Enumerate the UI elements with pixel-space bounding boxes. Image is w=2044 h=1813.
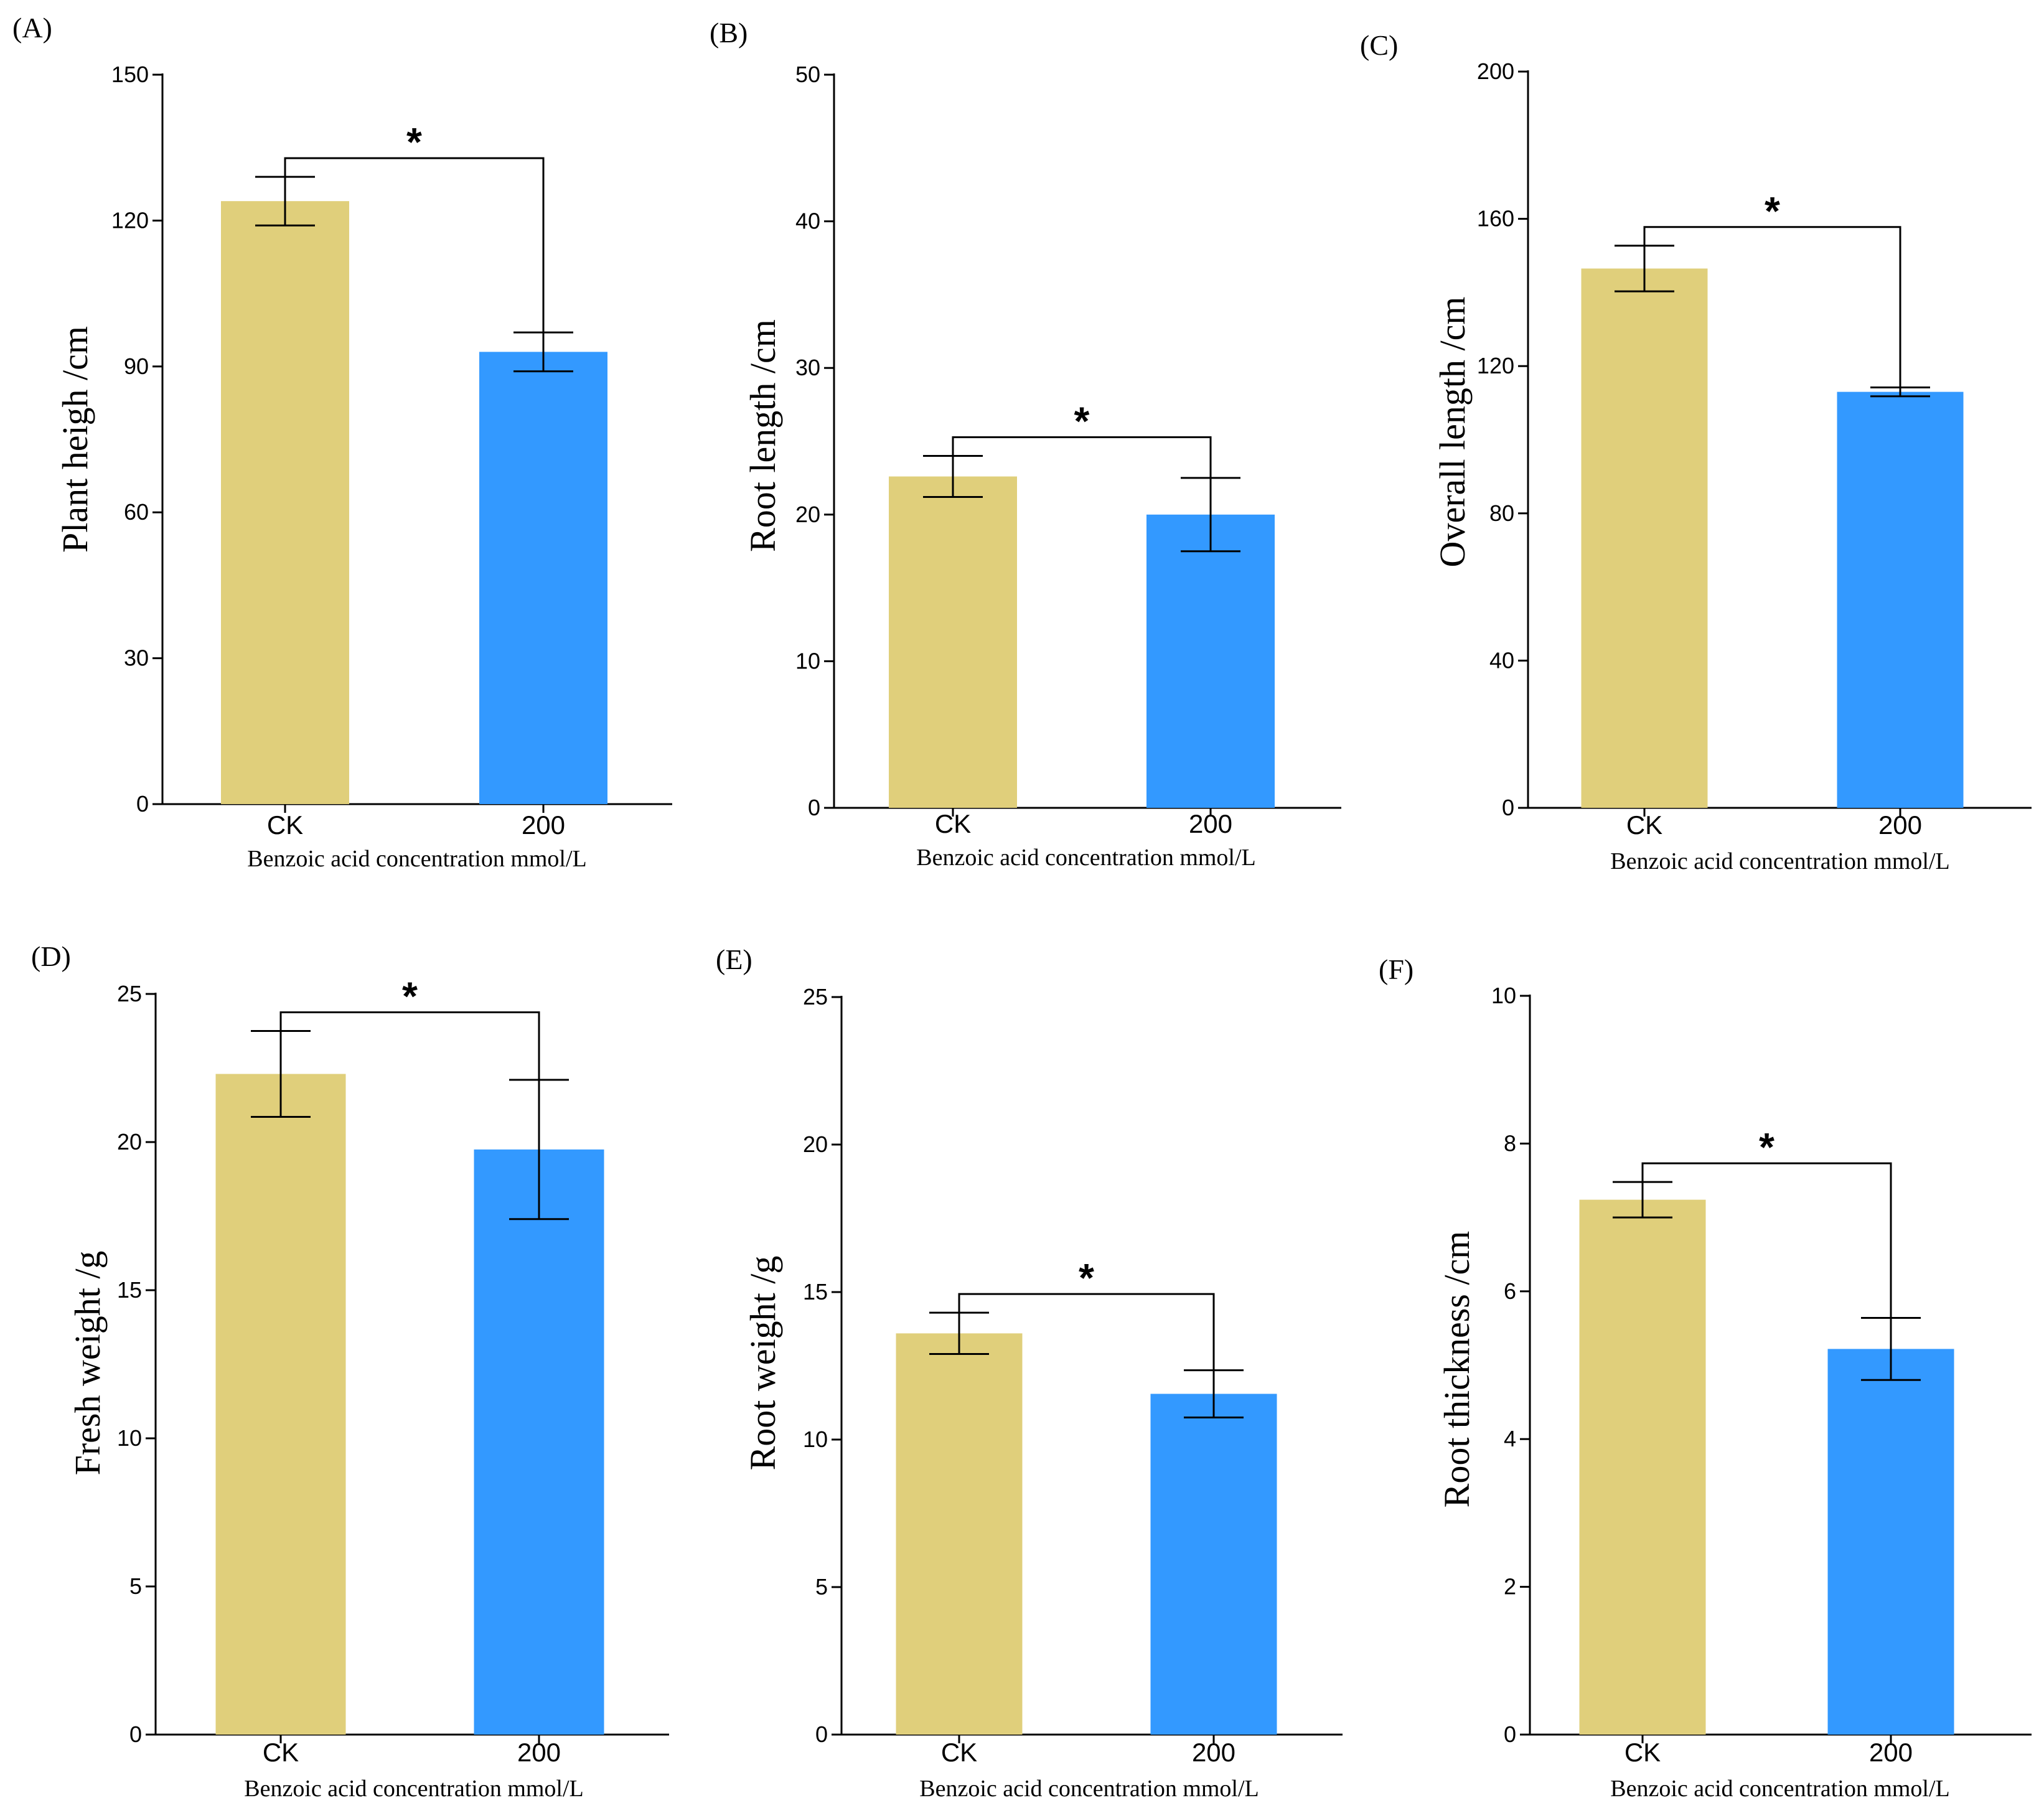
chart-panel-d: (D) 0 5 10 15 20 25 CK 200 * Benzoic acid concentr…: [31, 940, 669, 1802]
panel-label: (D): [31, 940, 71, 972]
y-axis-title: Root length /cm: [743, 319, 783, 552]
y-tick-label: 90: [124, 354, 149, 379]
y-tick-label: 10: [795, 648, 820, 673]
chart-panel-b: (B) 0 10 20 30 40 50 CK 200 * Benzoic acid concent…: [710, 17, 1341, 871]
x-tick-label: 200: [1878, 810, 1922, 840]
y-tick-label: 15: [117, 1277, 142, 1303]
x-axis-title: Benzoic acid concentration mmol/L: [919, 1776, 1259, 1802]
x-tick-label: CK: [263, 1738, 299, 1767]
y-tick-label: 10: [1491, 983, 1516, 1008]
x-tick-label: 200: [1869, 1738, 1913, 1767]
bar-ck: [889, 476, 1017, 808]
y-tick-label: 20: [795, 502, 820, 527]
y-tick-label: 2: [1504, 1574, 1516, 1600]
y-tick-label: 50: [795, 62, 820, 87]
x-axis-title: Benzoic acid concentration mmol/L: [916, 845, 1256, 871]
panel-label: (E): [716, 944, 752, 975]
y-tick-label: 20: [117, 1129, 142, 1155]
significance-bracket: [279, 1011, 540, 1080]
bar-200: [1827, 1349, 1954, 1735]
x-tick-label: CK: [941, 1738, 977, 1767]
y-tick-label: 40: [795, 208, 820, 234]
x-axis-title: Benzoic acid concentration mmol/L: [244, 1776, 584, 1802]
bar-ck: [1579, 1199, 1706, 1735]
significance-star: *: [1765, 189, 1780, 233]
y-tick-label: 0: [815, 1722, 828, 1747]
bar-200: [474, 1149, 604, 1735]
y-tick-label: 0: [808, 795, 820, 820]
significance-bracket: [1643, 226, 1901, 388]
chart-panel-e: (E) 0 5 10 15 20 25 CK 200 * Benzoic acid concentr…: [716, 944, 1343, 1802]
y-tick-label: 80: [1489, 500, 1514, 526]
bar-200: [1150, 1394, 1277, 1735]
significance-star: *: [402, 974, 418, 1019]
significance-star: *: [406, 119, 422, 164]
significance-bracket: [284, 157, 545, 333]
y-axis-title: Fresh weight /g: [67, 1251, 108, 1476]
significance-bracket: [958, 1293, 1215, 1370]
y-tick-label: 5: [129, 1573, 142, 1599]
x-tick-label: CK: [935, 809, 971, 838]
y-tick-label: 10: [117, 1425, 142, 1451]
y-tick-label: 6: [1504, 1278, 1516, 1304]
x-tick-label: CK: [1626, 810, 1662, 840]
panel-label: (A): [12, 12, 52, 44]
y-tick-label: 15: [803, 1279, 828, 1305]
x-tick-label: 200: [517, 1738, 561, 1767]
y-axis-title: Overall length /cm: [1432, 297, 1473, 568]
panel-label: (F): [1379, 953, 1413, 985]
y-tick-label: 25: [803, 984, 828, 1010]
bar-200: [1146, 514, 1275, 808]
x-tick-label: 200: [1189, 809, 1232, 838]
panel-label: (C): [1360, 29, 1398, 61]
y-axis-title: Root weight /g: [743, 1256, 783, 1471]
y-tick-label: 30: [795, 355, 820, 380]
significance-star: *: [1074, 399, 1090, 444]
y-tick-label: 10: [803, 1427, 828, 1452]
x-axis-title: Benzoic acid concentration mmol/L: [1610, 848, 1950, 874]
y-tick-label: 0: [1504, 1722, 1516, 1747]
x-tick-label: CK: [267, 810, 303, 840]
y-tick-label: 4: [1504, 1426, 1516, 1451]
y-tick-label: 60: [124, 499, 149, 525]
y-tick-label: 120: [1477, 353, 1514, 378]
panel-label: (B): [710, 17, 748, 49]
x-axis-title: Benzoic acid concentration mmol/L: [247, 846, 587, 872]
y-tick-label: 120: [111, 207, 149, 233]
y-tick-label: 8: [1504, 1130, 1516, 1156]
bar-ck: [1581, 268, 1708, 808]
y-tick-label: 150: [111, 62, 149, 87]
y-tick-label: 5: [815, 1574, 828, 1600]
y-axis-title: Plant heigh /cm: [55, 326, 95, 553]
y-tick-label: 25: [117, 981, 142, 1006]
bar-ck: [221, 201, 349, 804]
x-axis-title: Benzoic acid concentration mmol/L: [1610, 1776, 1950, 1802]
y-tick-label: 30: [124, 645, 149, 671]
chart-panel-f: (F) 0 2 4 6 8 10 CK 200 * Benzoic acid concentrati…: [1379, 953, 2032, 1802]
chart-panel-a: (A) 0 30 60 90 120 150 CK 200 * Benzoic acid conce…: [12, 12, 672, 872]
y-axis-title: Root thickness /cm: [1437, 1231, 1477, 1508]
y-tick-label: 0: [136, 791, 149, 817]
x-tick-label: CK: [1624, 1738, 1661, 1767]
y-tick-label: 160: [1477, 206, 1514, 232]
y-tick-label: 0: [129, 1722, 142, 1747]
significance-bracket: [952, 436, 1212, 478]
bar-ck: [215, 1074, 346, 1735]
significance-star: *: [1759, 1125, 1774, 1169]
x-tick-label: 200: [522, 810, 565, 840]
y-tick-label: 200: [1477, 59, 1514, 84]
bar-200: [479, 352, 607, 804]
x-tick-label: 200: [1192, 1738, 1235, 1767]
y-tick-label: 0: [1502, 795, 1514, 820]
significance-bracket: [1641, 1162, 1892, 1318]
y-tick-label: 40: [1489, 647, 1514, 673]
bar-200: [1837, 391, 1964, 808]
y-tick-label: 20: [803, 1131, 828, 1157]
significance-star: *: [1079, 1255, 1094, 1300]
chart-panel-c: (C) 0 40 80 120 160 200 CK 200 * Benzoic acid conc…: [1360, 29, 2032, 874]
bar-ck: [896, 1333, 1023, 1735]
